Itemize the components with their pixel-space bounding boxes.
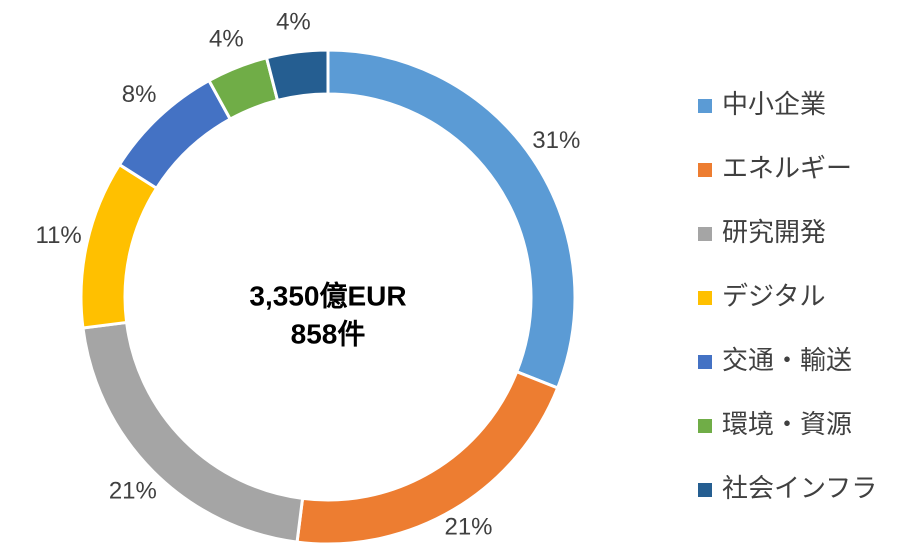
legend-label: 環境・資源 (722, 409, 852, 439)
center-total: 3,350億EUR (249, 280, 406, 311)
legend-label: 研究開発 (722, 217, 826, 247)
legend-swatch (698, 419, 712, 433)
legend-swatch (698, 99, 712, 113)
legend-swatch (698, 163, 712, 177)
data-label: 4% (209, 26, 244, 53)
legend-swatch (698, 291, 712, 305)
legend-swatch (698, 227, 712, 241)
data-label: 11% (36, 222, 82, 249)
data-label: 4% (276, 9, 311, 36)
data-label: 21% (444, 513, 492, 540)
donut-slice (264, 48, 330, 103)
data-label: 31% (532, 127, 580, 154)
data-label: 8% (122, 81, 157, 108)
legend-label: 社会インフラ (722, 473, 877, 503)
legend-swatch (698, 355, 712, 369)
legend-label: エネルギー (722, 153, 852, 183)
legend-label: 中小企業 (722, 89, 826, 119)
legend-label: デジタル (722, 281, 825, 311)
donut-slice (295, 369, 560, 545)
legend-swatch (698, 483, 712, 497)
donut-slice (81, 320, 305, 544)
donut-slice (79, 162, 159, 330)
center-count: 858件 (291, 318, 366, 349)
data-label: 21% (109, 478, 157, 505)
legend-label: 交通・輸送 (722, 345, 852, 375)
